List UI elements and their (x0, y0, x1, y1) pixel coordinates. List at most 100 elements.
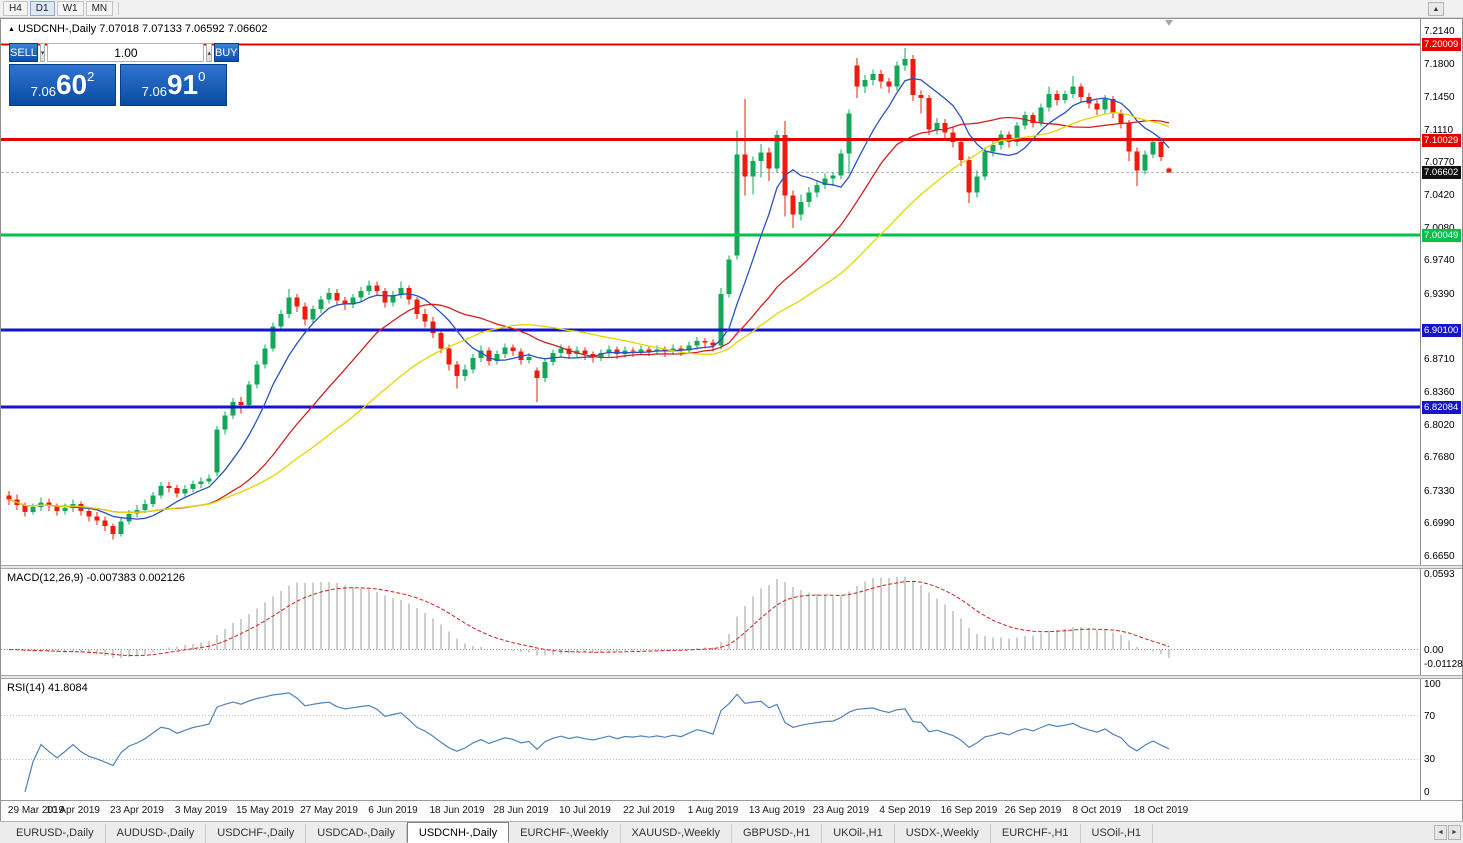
macd-axis-label: 0.0593 (1424, 569, 1455, 580)
chart-tab-xauusd-weekly[interactable]: XAUUSD-,Weekly (621, 824, 732, 843)
rsi-name: RSI(14) (7, 682, 45, 694)
sell-button[interactable]: SELL (9, 43, 38, 62)
price-tick: 7.0770 (1424, 157, 1455, 168)
volume-input[interactable] (47, 43, 205, 62)
date-label: 18 Oct 2019 (1133, 805, 1189, 816)
price-tick: 6.7680 (1424, 452, 1455, 463)
chart-tabs: EURUSD-,Daily AUDUSD-,Daily USDCHF-,Daily U… (5, 822, 1154, 843)
volume-increase-button[interactable]: ▴ (206, 43, 212, 62)
macd-panel-canvas[interactable] (1, 569, 1420, 675)
date-label: 28 Jun 2019 (493, 805, 549, 816)
chart-tab-usdcad-daily[interactable]: USDCAD-,Daily (306, 824, 407, 843)
timeframe-toolbar: H4 D1 W1 MN (3, 1, 114, 16)
date-label: 26 Sep 2019 (1004, 805, 1062, 816)
price-tick: 7.1800 (1424, 59, 1455, 70)
chart-tab-eurchf-h1[interactable]: EURCHF-,H1 (991, 824, 1081, 843)
volume-decrease-button[interactable]: ▾ (39, 43, 46, 62)
moving-average-line-21 (8, 116, 1170, 514)
price-tick: 6.6990 (1424, 518, 1455, 529)
price-tick: 7.0420 (1424, 190, 1455, 201)
chart-symbol-period: USDCNH-,Daily (17, 23, 97, 35)
chart-tab-usdcnh-daily[interactable]: USDCNH-,Daily (406, 822, 510, 843)
date-label: 18 Jun 2019 (429, 805, 485, 816)
date-label: 10 Apr 2019 (46, 805, 100, 816)
date-label: 1 Aug 2019 (687, 805, 739, 816)
rsi-axis-label: 0 (1424, 787, 1430, 798)
timeframe-button-w1[interactable]: W1 (56, 1, 84, 16)
sell-price-big-digits: 60 (55, 69, 88, 100)
rsi-axis-label: 30 (1424, 754, 1436, 765)
rsi-panel-canvas[interactable] (1, 679, 1420, 800)
macd-signal-line (8, 580, 1170, 657)
moving-average-line-8 (8, 77, 1170, 520)
date-label: 23 Apr 2019 (110, 805, 164, 816)
date-label: 4 Sep 2019 (879, 805, 931, 816)
date-label: 6 Jun 2019 (368, 805, 418, 816)
buy-price-pipette: 0 (198, 69, 206, 84)
price-tick: 6.8360 (1424, 387, 1455, 398)
date-label: 10 Jul 2019 (559, 805, 611, 816)
price-chart-canvas[interactable] (1, 19, 1420, 565)
chart-tab-usdx-weekly[interactable]: USDX-,Weekly (895, 824, 991, 843)
chart-tab-eurusd-daily[interactable]: EURUSD-,Daily (5, 824, 106, 843)
chart-tab-gbpusd-h1[interactable]: GBPUSD-,H1 (732, 824, 823, 843)
price-level-badge: 6.90100 (1422, 324, 1461, 337)
sell-price-box[interactable]: 7.06 60 2 (9, 64, 116, 106)
price-tick: 6.7330 (1424, 486, 1455, 497)
macd-name: MACD(12,26,9) (7, 572, 84, 584)
date-label: 23 Aug 2019 (812, 805, 870, 816)
rsi-indicator-label: RSI(14) 41.8084 (7, 682, 88, 694)
timeframe-button-d1[interactable]: D1 (29, 1, 55, 16)
chart-ohlc-values: 7.07018 7.07133 7.06592 7.06602 (99, 23, 268, 35)
panel-divider[interactable] (1, 565, 1462, 569)
chart-tab-eurchf-weekly[interactable]: EURCHF-,Weekly (509, 824, 621, 843)
current-price-badge: 7.06602 (1422, 166, 1461, 179)
macd-axis-label: 0.00 (1424, 645, 1444, 656)
chart-tab-ukoil-h1[interactable]: UKOil-,H1 (822, 824, 895, 843)
rsi-axis-label: 70 (1424, 711, 1436, 722)
chart-tab-usdchf-daily[interactable]: USDCHF-,Daily (206, 824, 307, 843)
moving-average-line-34 (8, 112, 1170, 514)
price-tick: 7.0080 (1424, 223, 1455, 234)
macd-histogram (16, 576, 1170, 658)
chart-tab-usoil-h1[interactable]: USOil-,H1 (1081, 824, 1154, 843)
macd-axis-label: -0.011289 (1424, 659, 1463, 670)
buy-price-big-digits: 91 (166, 69, 199, 100)
chart-tab-audusd-daily[interactable]: AUDUSD-,Daily (106, 824, 207, 843)
timeframe-button-h4[interactable]: H4 (3, 1, 28, 16)
price-level-badge: 7.10029 (1422, 134, 1461, 147)
price-level-badge: 7.00049 (1422, 229, 1461, 242)
price-tick: 6.6650 (1424, 551, 1455, 562)
buy-price-box[interactable]: 7.06 91 0 (120, 64, 227, 106)
chart-shift-marker-icon[interactable] (1165, 20, 1173, 26)
tabs-scroll-left-button[interactable]: ◄ (1434, 825, 1447, 840)
date-label: 29 Mar 2019 (7, 805, 65, 816)
chart-window: 7.2140 7.1800 7.1450 7.1110 7.0770 7.0420 7.00… (0, 18, 1463, 821)
price-scale[interactable]: 7.2140 7.1800 7.1450 7.1110 7.0770 7.0420 7.00… (1420, 19, 1463, 800)
toolbar-separator (118, 2, 120, 15)
candles-layer (6, 47, 1172, 540)
date-label: 16 Sep 2019 (940, 805, 998, 816)
panel-divider[interactable] (1, 675, 1462, 679)
rsi-line (24, 692, 1170, 793)
price-tick: 6.8020 (1424, 420, 1455, 431)
sell-price-prefix: 7.06 (30, 84, 56, 99)
top-toolbar: H4 D1 W1 MN ▲ (0, 0, 1463, 18)
time-scale[interactable]: 29 Mar 2019 10 Apr 2019 23 Apr 2019 3 May 2… (1, 800, 1462, 821)
date-label: 13 Aug 2019 (748, 805, 806, 816)
date-label: 15 May 2019 (236, 805, 294, 816)
price-tick: 7.2140 (1424, 26, 1455, 37)
buy-button[interactable]: BUY (213, 43, 239, 62)
date-label: 3 May 2019 (174, 805, 228, 816)
date-label: 27 May 2019 (300, 805, 358, 816)
price-level-badge: 7.20009 (1422, 38, 1461, 51)
tabs-scroll-right-button[interactable]: ► (1448, 825, 1461, 840)
buy-price-prefix: 7.06 (141, 84, 167, 99)
timeframe-button-mn[interactable]: MN (85, 1, 114, 16)
scroll-up-button[interactable]: ▲ (1428, 2, 1444, 16)
rsi-value: 41.8084 (47, 682, 88, 694)
date-label: 22 Jul 2019 (623, 805, 675, 816)
chart-title: ▲ USDCNH-,Daily 7.07018 7.07133 7.06592 7… (8, 23, 267, 35)
